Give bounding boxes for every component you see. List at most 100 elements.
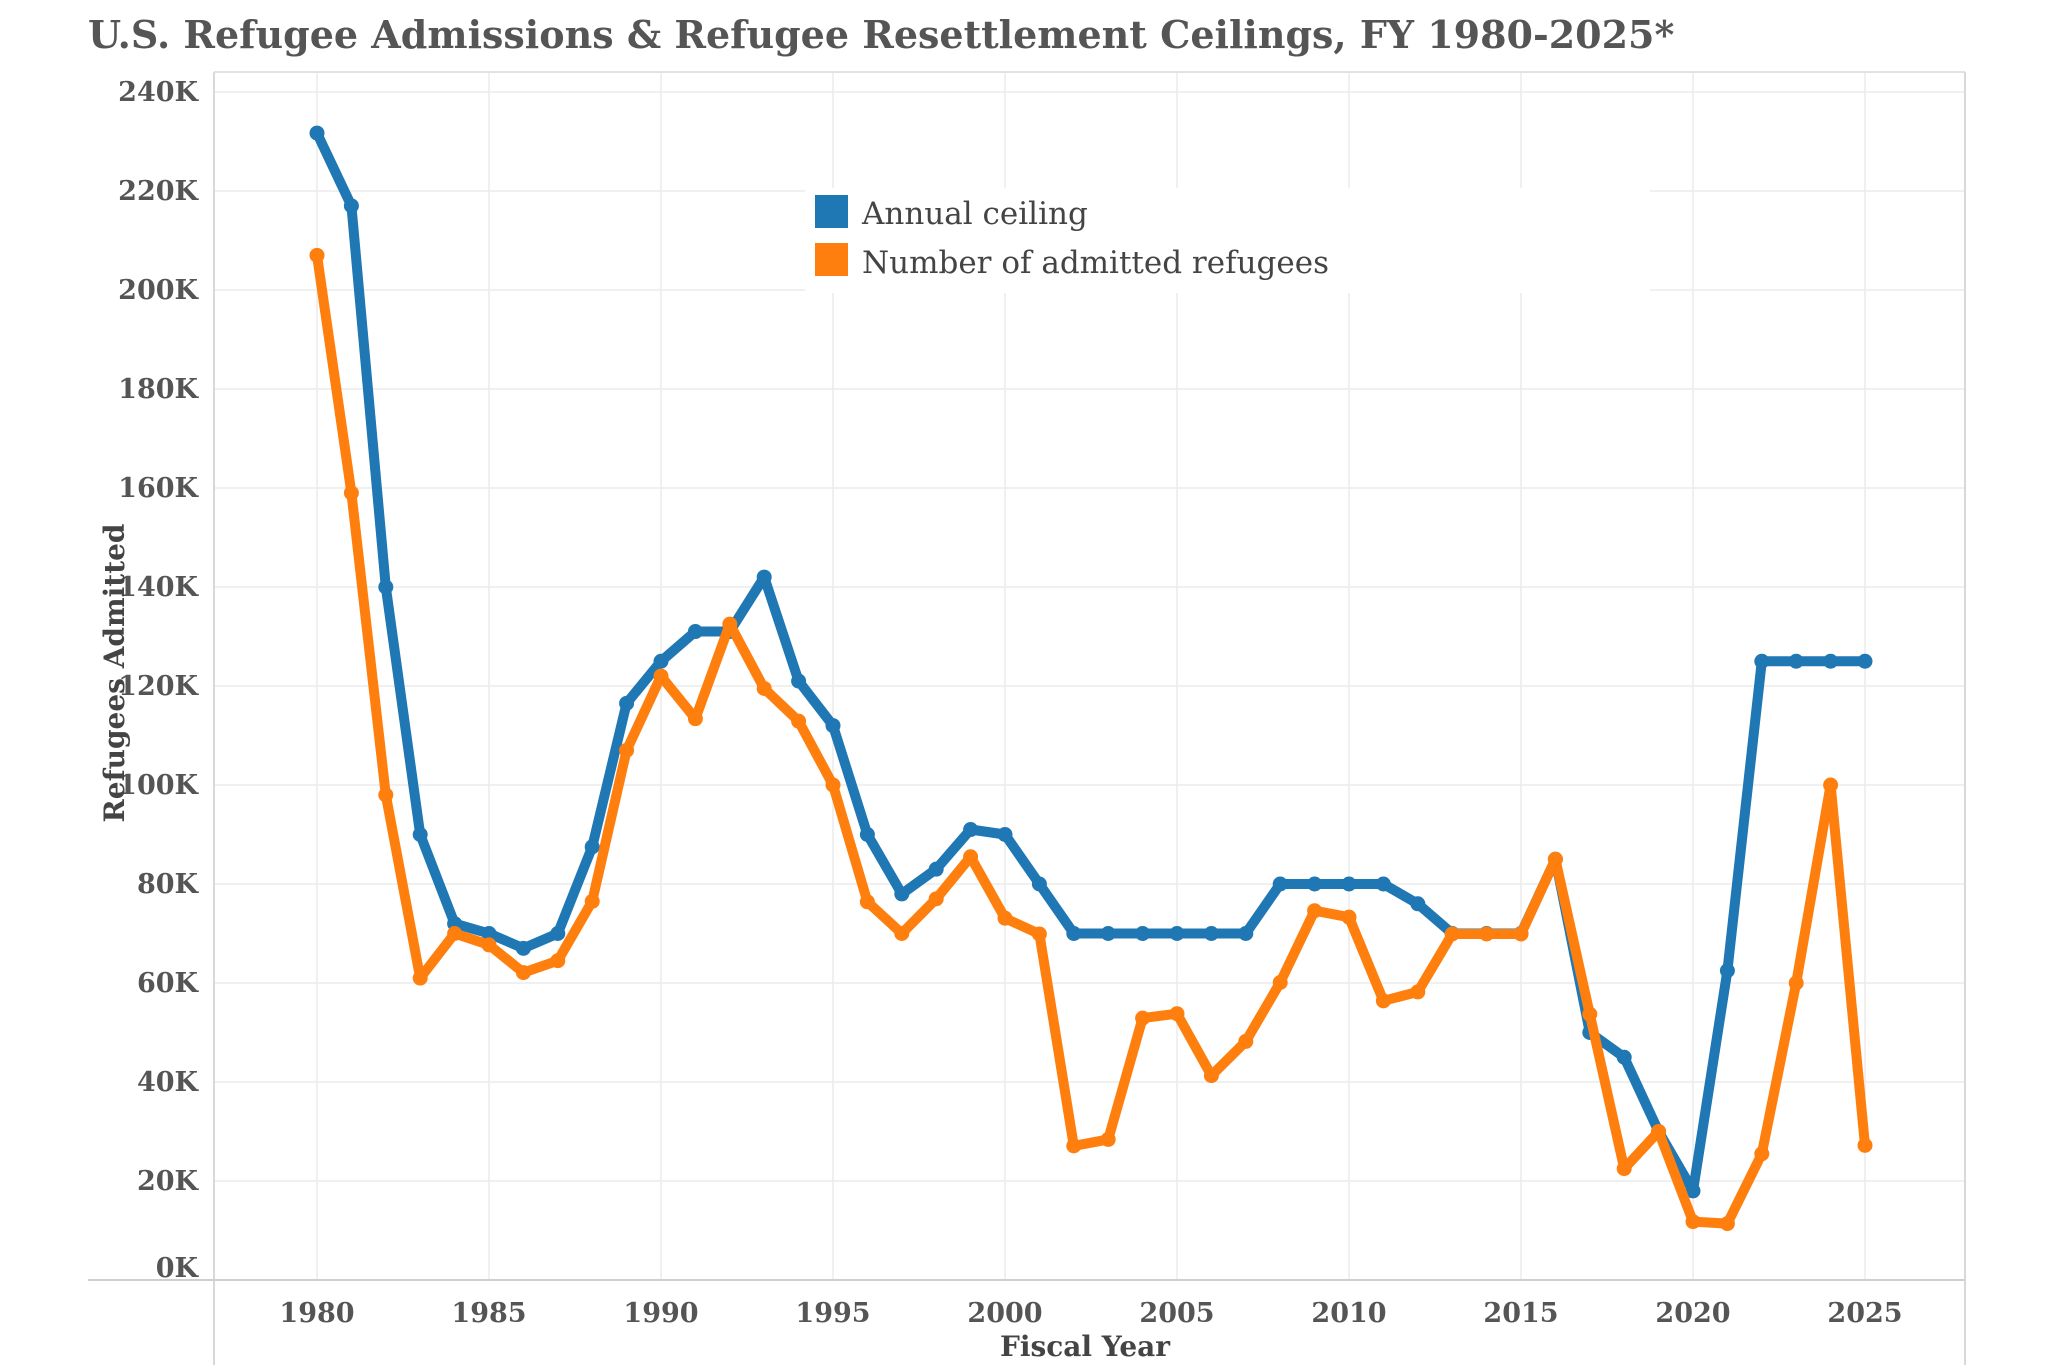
- y-tick-label: 100K: [118, 770, 199, 801]
- data-point: [722, 616, 738, 632]
- y-tick-label: 60K: [137, 968, 200, 999]
- data-point: [584, 839, 600, 855]
- data-point: [653, 668, 669, 684]
- data-point: [997, 910, 1013, 926]
- data-point: [928, 861, 944, 877]
- x-tick-label: 2015: [1483, 1298, 1558, 1329]
- data-point: [1444, 926, 1460, 942]
- data-point: [1169, 1006, 1185, 1022]
- data-point: [825, 718, 841, 734]
- data-point: [1823, 653, 1839, 669]
- y-tick-label: 0K: [156, 1253, 200, 1284]
- data-point: [1375, 876, 1391, 892]
- data-point: [481, 937, 497, 953]
- data-point: [481, 926, 497, 941]
- data-point: [1272, 975, 1288, 991]
- y-tick-label: 140K: [118, 572, 199, 603]
- x-tick-label: 1985: [451, 1298, 526, 1329]
- y-tick-label: 80K: [137, 869, 200, 900]
- data-point: [1651, 1124, 1667, 1139]
- data-point: [1582, 1006, 1598, 1022]
- data-point: [1616, 1161, 1632, 1177]
- legend-swatch-annual-ceiling: [815, 195, 848, 228]
- y-tick-label: 120K: [118, 671, 199, 702]
- data-point: [1616, 1049, 1632, 1065]
- data-point: [687, 624, 703, 640]
- data-point: [309, 247, 325, 263]
- data-point: [1100, 1131, 1116, 1147]
- x-tick-label: 2010: [1311, 1298, 1386, 1329]
- series-line: [312, 128, 1870, 1196]
- legend-background: [805, 188, 1650, 293]
- data-point: [1066, 1138, 1082, 1154]
- x-tick-label: 2005: [1139, 1298, 1214, 1329]
- x-tick-label: 1995: [795, 1298, 870, 1329]
- data-point: [1719, 1216, 1735, 1232]
- data-point: [1479, 926, 1495, 942]
- x-tick-label: 2025: [1827, 1298, 1902, 1329]
- data-point: [1410, 896, 1426, 912]
- data-point: [1341, 876, 1357, 892]
- legend-box: [805, 188, 1650, 293]
- data-point: [412, 970, 428, 986]
- data-point: [343, 198, 359, 214]
- data-point: [1547, 851, 1563, 867]
- x-tick-label: 1980: [279, 1298, 354, 1329]
- data-point: [1238, 926, 1254, 941]
- data-point: [1066, 926, 1082, 941]
- plot-frame: [88, 71, 1966, 1365]
- y-tick-label: 220K: [118, 176, 199, 207]
- data-point: [1307, 876, 1323, 892]
- data-point: [859, 894, 875, 910]
- x-axis-title: Fiscal Year: [1000, 1330, 1171, 1363]
- y-axis-ticks: 0K 20K 40K 60K 80K 100K 120K 140K 160K 180K 200K 22…: [118, 77, 199, 1284]
- data-point: [997, 827, 1013, 842]
- data-point: [1031, 926, 1047, 942]
- data-point: [1307, 903, 1323, 919]
- data-point: [1754, 653, 1770, 669]
- x-tick-label: 2020: [1655, 1298, 1730, 1329]
- y-axis-title: Refugees Admitted: [98, 523, 131, 822]
- data-point: [1203, 926, 1219, 941]
- data-point: [1031, 876, 1047, 892]
- y-tick-label: 200K: [118, 275, 199, 306]
- data-point: [378, 787, 394, 803]
- x-tick-label: 1990: [623, 1298, 698, 1329]
- data-point: [619, 742, 635, 758]
- data-point: [1203, 1068, 1219, 1084]
- legend-swatch-admitted-refugees: [815, 243, 848, 276]
- data-point: [1685, 1183, 1701, 1199]
- data-point: [515, 965, 531, 981]
- data-point: [687, 711, 703, 727]
- data-point: [1238, 1033, 1254, 1049]
- data-point: [550, 926, 566, 941]
- data-point: [343, 485, 359, 501]
- data-point: [619, 695, 635, 711]
- series-line: [312, 250, 1870, 1229]
- data-point: [1135, 926, 1151, 941]
- data-point: [378, 579, 394, 595]
- data-point: [1788, 975, 1804, 991]
- y-tick-label: 40K: [137, 1067, 200, 1098]
- data-point: [1823, 777, 1839, 793]
- series-annual-ceiling: [309, 125, 1873, 1199]
- data-point: [1857, 653, 1873, 669]
- data-point: [447, 926, 463, 941]
- legend-label-admitted-refugees: Number of admitted refugees: [862, 245, 1329, 281]
- data-point: [1100, 926, 1116, 941]
- data-point: [825, 777, 841, 793]
- legend-label-annual-ceiling: Annual ceiling: [861, 196, 1088, 232]
- data-point: [963, 849, 979, 865]
- data-point: [653, 653, 669, 669]
- chart-title: U.S. Refugee Admissions & Refugee Resett…: [88, 12, 1675, 57]
- legend: Annual ceiling Number of admitted refuge…: [815, 195, 1329, 281]
- y-tick-label: 240K: [118, 77, 199, 108]
- data-point: [894, 926, 910, 941]
- data-point: [309, 125, 325, 141]
- x-tick-label: 2000: [967, 1298, 1042, 1329]
- data-point: [550, 953, 566, 969]
- data-point: [1754, 1146, 1770, 1162]
- data-point: [1169, 926, 1185, 941]
- data-point: [1375, 993, 1391, 1009]
